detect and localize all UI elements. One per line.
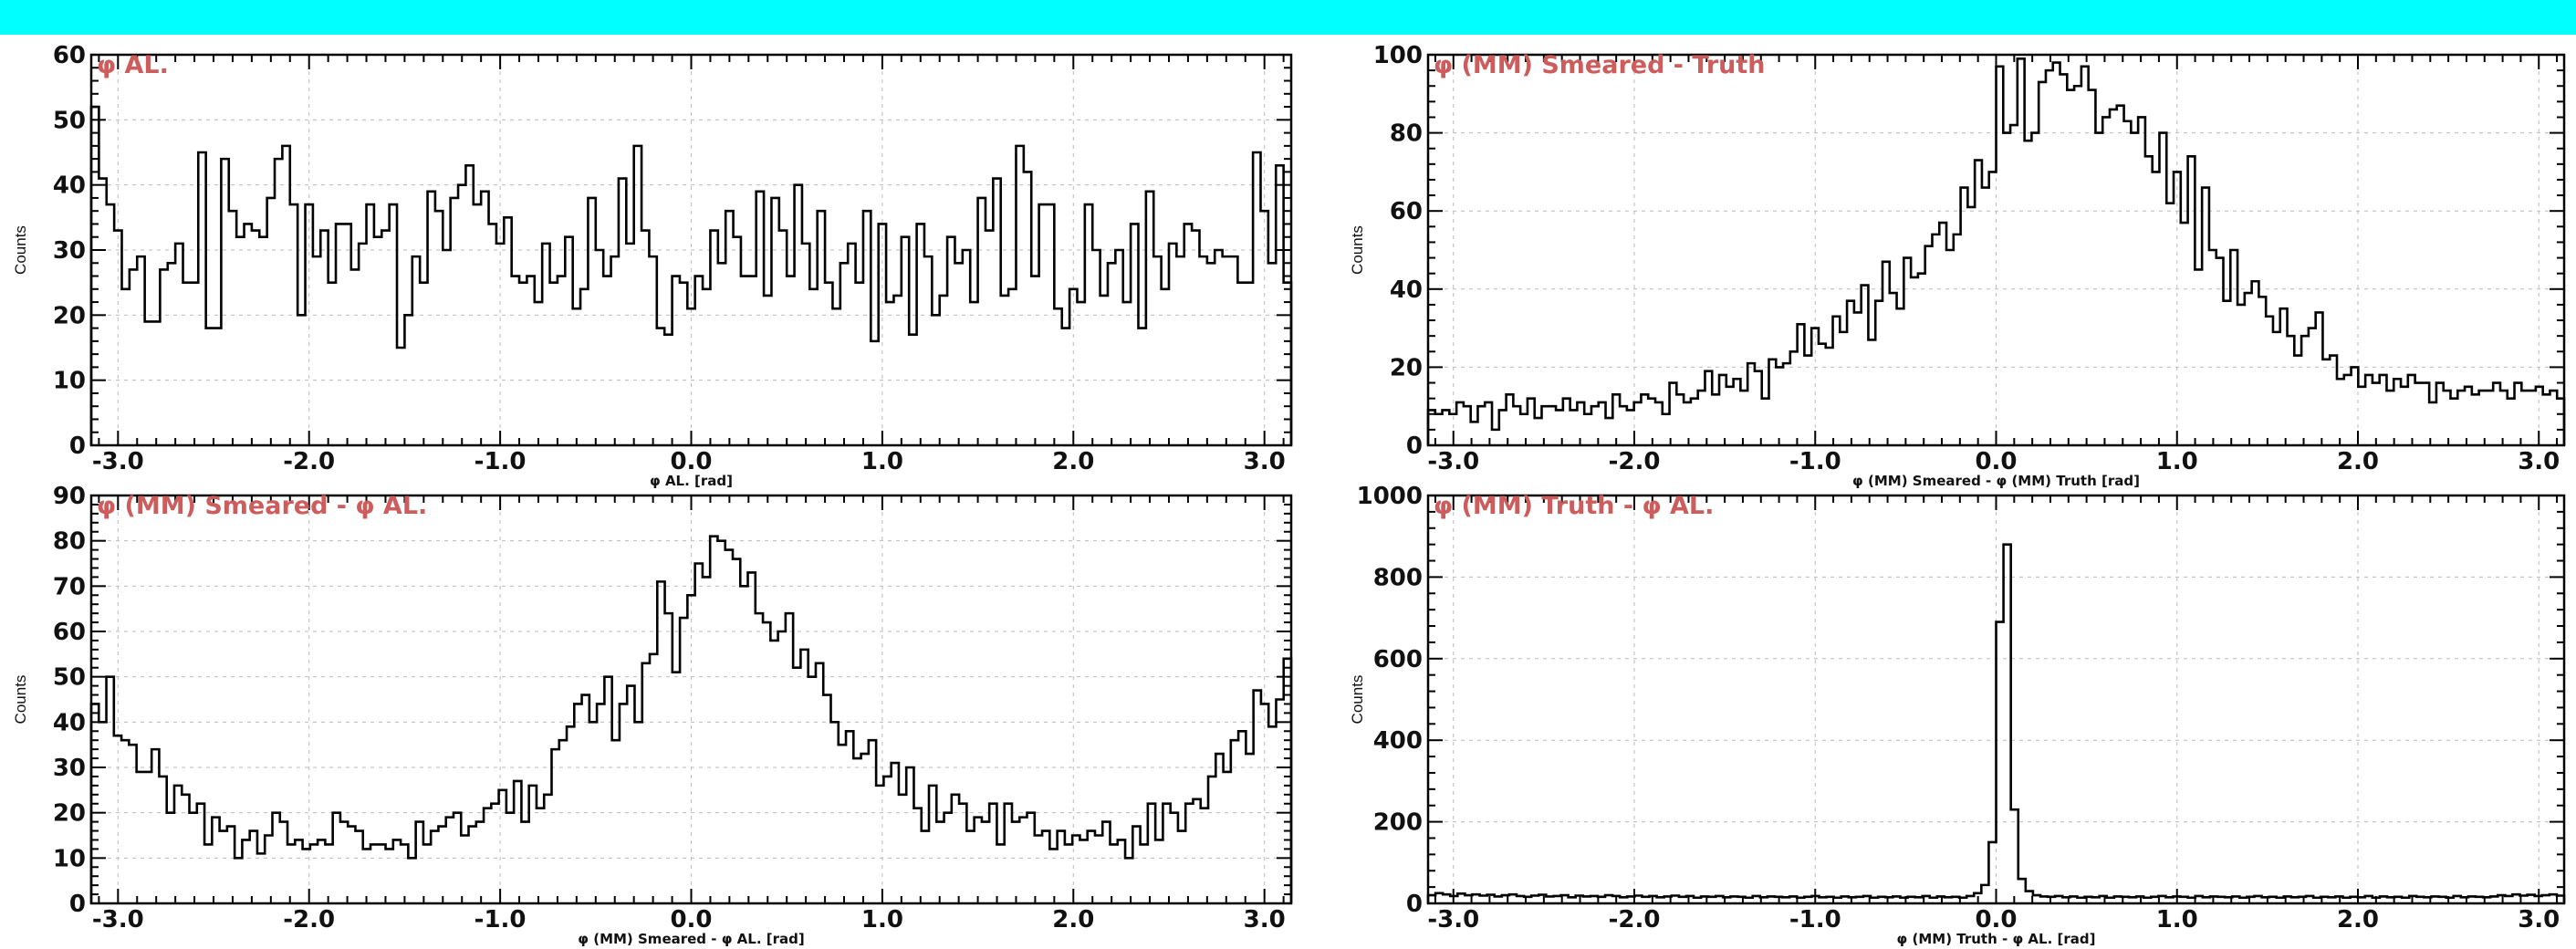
x-tick-label: -1.0 xyxy=(1789,448,1841,475)
y-axis-label: Counts xyxy=(12,225,29,275)
y-tick-label: 20 xyxy=(1390,354,1423,381)
plot-title: φ (MM) Truth - φ AL. xyxy=(1434,492,1714,520)
y-tick-label: 90 xyxy=(53,483,86,510)
x-tick-label: 0.0 xyxy=(670,448,712,475)
x-axis-label: φ (MM) Smeared - φ AL. [rad] xyxy=(578,931,804,947)
y-tick-label: 0 xyxy=(69,891,86,918)
x-tick-label: 0.0 xyxy=(1975,448,2017,475)
histogram-series xyxy=(89,105,1293,445)
x-tick-label: -2.0 xyxy=(1609,906,1661,933)
y-tick-label: 20 xyxy=(53,302,86,329)
x-tick-label: -2.0 xyxy=(1609,448,1661,475)
y-tick-label: 60 xyxy=(53,42,86,69)
x-tick-label: -3.0 xyxy=(1427,906,1479,933)
x-tick-label: 2.0 xyxy=(1052,448,1094,475)
x-tick-label: 3.0 xyxy=(2518,448,2560,475)
x-tick-label: -3.0 xyxy=(92,448,144,475)
y-tick-label: 20 xyxy=(53,800,86,828)
y-axis-label: Counts xyxy=(1349,225,1366,275)
y-tick-label: 70 xyxy=(53,573,86,600)
x-tick-label: -1.0 xyxy=(1789,906,1841,933)
y-tick-label: 60 xyxy=(53,619,86,646)
y-tick-label: 600 xyxy=(1373,646,1423,673)
y-axis-label: Counts xyxy=(1349,675,1366,725)
y-tick-label: 80 xyxy=(53,528,86,556)
x-tick-label: 2.0 xyxy=(2337,906,2379,933)
x-tick-label: -3.0 xyxy=(92,906,144,933)
header-bar xyxy=(0,0,2576,35)
y-tick-label: 1000 xyxy=(1357,483,1423,510)
x-tick-label: 1.0 xyxy=(861,448,903,475)
x-tick-label: 0.0 xyxy=(1975,906,2017,933)
x-tick-label: -2.0 xyxy=(283,906,335,933)
x-tick-label: 3.0 xyxy=(2518,906,2560,933)
histogram-panel-1: -3.0 -2.0 -1.0 0.0 1.0 2.0 3.0 0 10 20 30 40 50 60 φ A… xyxy=(12,42,1293,489)
x-tick-label: 1.0 xyxy=(2156,906,2198,933)
plot-title: φ AL. xyxy=(97,51,169,79)
y-tick-label: 60 xyxy=(1390,198,1423,225)
y-tick-label: 30 xyxy=(53,237,86,265)
y-axis-label: Counts xyxy=(12,675,29,725)
x-tick-label: 1.0 xyxy=(861,906,903,933)
y-tick-label: 40 xyxy=(53,709,86,736)
y-tick-label: 10 xyxy=(53,845,86,872)
x-tick-label: 0.0 xyxy=(670,906,712,933)
x-tick-label: 2.0 xyxy=(1052,906,1094,933)
y-tick-label: 200 xyxy=(1373,809,1423,837)
y-tick-label: 400 xyxy=(1373,727,1423,755)
x-tick-label: -3.0 xyxy=(1427,448,1479,475)
x-tick-label: -2.0 xyxy=(283,448,335,475)
histogram-panel-2: -3.0 -2.0 -1.0 0.0 1.0 2.0 3.0 0 20 40 60 80 100 φ (M… xyxy=(1349,42,2566,489)
y-tick-label: 100 xyxy=(1373,42,1423,69)
y-tick-label: 40 xyxy=(1390,276,1423,304)
x-tick-label: -1.0 xyxy=(475,906,527,933)
x-tick-label: 1.0 xyxy=(2156,448,2198,475)
plot-title: φ (MM) Smeared - Truth xyxy=(1434,51,1766,79)
x-axis-label: φ (MM) Truth - φ AL. [rad] xyxy=(1897,931,2096,947)
x-tick-label: 3.0 xyxy=(1244,448,1286,475)
y-tick-label: 50 xyxy=(53,664,86,692)
histogram-series xyxy=(1426,57,2566,445)
y-tick-label: 0 xyxy=(1406,891,1423,918)
x-tick-label: -1.0 xyxy=(475,448,527,475)
histogram-series xyxy=(89,535,1293,903)
y-tick-label: 800 xyxy=(1373,564,1423,591)
x-axis-label: φ AL. [rad] xyxy=(650,473,733,489)
y-tick-label: 80 xyxy=(1390,120,1423,148)
y-tick-label: 10 xyxy=(53,368,86,395)
y-tick-label: 0 xyxy=(1406,433,1423,460)
x-tick-label: 3.0 xyxy=(1244,906,1286,933)
plot-title: φ (MM) Smeared - φ AL. xyxy=(97,492,427,520)
x-axis-label: φ (MM) Smeared - φ (MM) Truth [rad] xyxy=(1852,473,2140,489)
y-tick-label: 40 xyxy=(53,172,86,200)
histogram-panel-3: -3.0 -2.0 -1.0 0.0 1.0 2.0 3.0 0 10 20 30 40 50 60 70 8… xyxy=(12,483,1293,947)
histogram-panel-4: -3.0 -2.0 -1.0 0.0 1.0 2.0 3.0 0 200 400 600 800 100… xyxy=(1349,483,2566,947)
y-tick-label: 0 xyxy=(69,433,86,460)
x-tick-label: 2.0 xyxy=(2337,448,2379,475)
y-tick-label: 30 xyxy=(53,755,86,782)
y-tick-label: 50 xyxy=(53,107,86,134)
